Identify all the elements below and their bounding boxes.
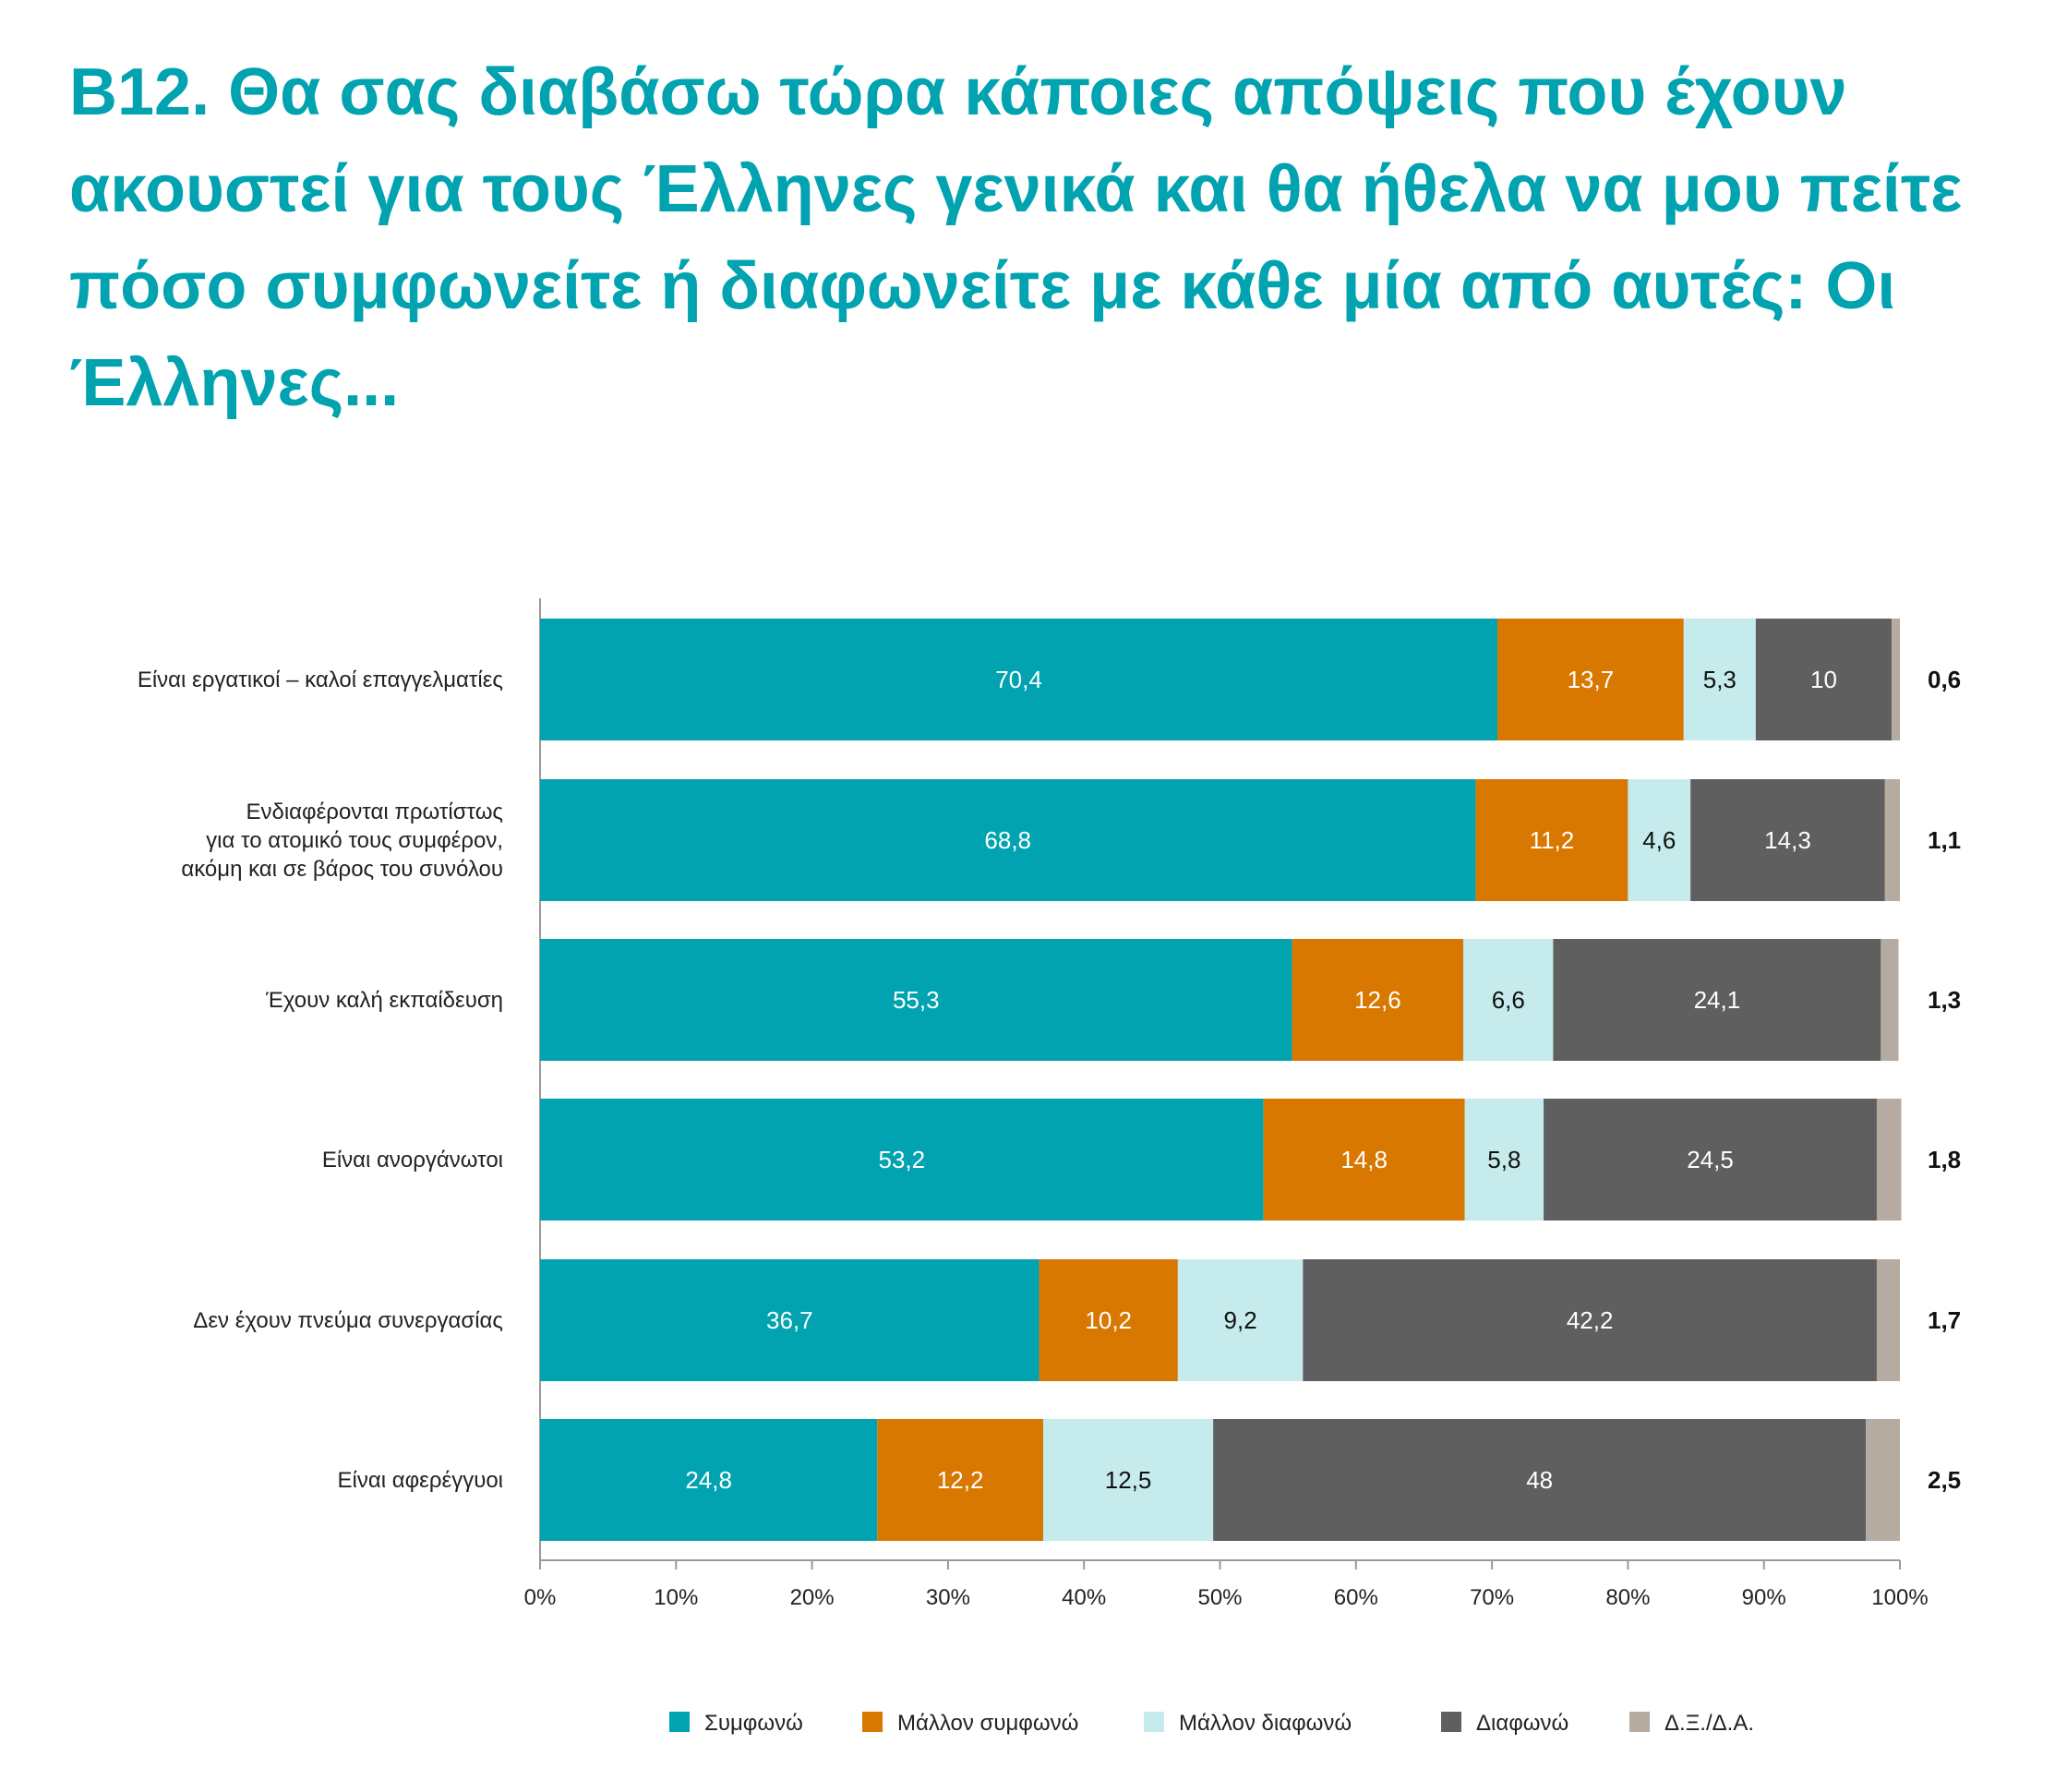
bar-segment (1892, 619, 1900, 740)
legend-swatch (669, 1712, 690, 1732)
bar-segment (1496, 619, 1684, 740)
data-label: 12,2 (937, 1466, 984, 1494)
x-tick-label: 10% (654, 1585, 698, 1610)
category-label: Είναι ανοργάνωτοι (322, 1148, 503, 1173)
category-label: ακόμη και σε βάρος του συνόλου (181, 857, 503, 882)
data-label: 24,5 (1687, 1146, 1734, 1173)
category-label: Δεν έχουν πνεύμα συνεργασίας (193, 1308, 503, 1333)
bar-segment (1884, 779, 1900, 901)
bar-segment (1690, 779, 1885, 901)
data-label: 24,8 (685, 1466, 732, 1494)
data-label: 2,5 (1928, 1466, 1961, 1494)
data-label: 12,6 (1354, 986, 1401, 1014)
category-label: Ενδιαφέρονται πρωτίστως (246, 800, 503, 824)
x-tick-label: 80% (1605, 1585, 1650, 1610)
axes: 0% 10% 20% 30% 40% 50% 60% 70% 80% 90% 100% (524, 598, 1929, 1610)
data-label: 14,8 (1340, 1146, 1388, 1173)
bar-segment (1553, 939, 1881, 1061)
legend-label: Διαφωνώ (1476, 1711, 1568, 1736)
data-label: 24,1 (1694, 986, 1741, 1014)
data-label: 68,8 (984, 826, 1031, 854)
bar-segment (1544, 1099, 1877, 1221)
bar-segment (1628, 779, 1691, 901)
data-label: 48 (1526, 1466, 1553, 1494)
data-label: 4,6 (1642, 826, 1676, 854)
bar-segment (540, 1419, 878, 1541)
data-label: 42,2 (1567, 1306, 1614, 1334)
data-label: 12,5 (1105, 1466, 1152, 1494)
legend-label: Συμφωνώ (704, 1711, 803, 1736)
bar-segment (1039, 1259, 1178, 1381)
bar-segment (1876, 1099, 1902, 1221)
bar-segment (540, 1099, 1264, 1221)
bar-segment (1303, 1259, 1877, 1381)
data-label: 70,4 (995, 666, 1042, 693)
data-label: 1,3 (1928, 986, 1961, 1014)
data-label: 6,6 (1492, 986, 1525, 1014)
data-label: 11,2 (1530, 826, 1575, 854)
x-tick-label: 30% (926, 1585, 970, 1610)
bar-segment (877, 1419, 1044, 1541)
page-title: B12. Θα σας διαβάσω τώρα κάποιες απόψεις… (69, 55, 1963, 420)
bar-segment (1755, 619, 1893, 740)
category-label: Είναι αφερέγγυοι (337, 1468, 503, 1493)
data-label: 14,3 (1764, 826, 1811, 854)
data-label: 55,3 (893, 986, 940, 1014)
category-label: Είναι εργατικοί – καλοί επαγγελματίες (138, 667, 503, 692)
bar-segment (1881, 939, 1899, 1061)
data-label: 1,1 (1928, 826, 1961, 854)
bar-segment (1177, 1259, 1304, 1381)
x-tick-label: 40% (1062, 1585, 1106, 1610)
bar-segment (1213, 1419, 1867, 1541)
x-tick-label: 70% (1470, 1585, 1514, 1610)
bar-segment (540, 939, 1292, 1061)
data-label: 0,6 (1928, 666, 1961, 693)
x-tick-label: 90% (1742, 1585, 1786, 1610)
bar-segment (1876, 1259, 1900, 1381)
bar-segment (1683, 619, 1756, 740)
legend-label: Μάλλον διαφωνώ (1179, 1711, 1352, 1736)
x-tick-label: 20% (790, 1585, 835, 1610)
bars: 70,4 13,7 5,3 10 0,6 68,8 11,2 4,6 14,3 1,1 55,3 12… (540, 619, 1961, 1541)
bar-segment (1464, 1099, 1544, 1221)
legend-swatch (862, 1712, 883, 1732)
legend-swatch (1144, 1712, 1164, 1732)
bar-segment (540, 779, 1476, 901)
legend: Συμφωνώ Μάλλον συμφωνώ Μάλλον διαφωνώ Διαφω… (669, 1711, 1754, 1736)
data-label: 10 (1810, 666, 1837, 693)
legend-swatch (1441, 1712, 1461, 1732)
data-label: 10,2 (1085, 1306, 1132, 1334)
bar-segment (1475, 779, 1628, 901)
data-label: 9,2 (1224, 1306, 1257, 1334)
bar-segment (1043, 1419, 1214, 1541)
data-label: 1,8 (1928, 1146, 1961, 1173)
data-label: 5,8 (1487, 1146, 1520, 1173)
bar-segment (540, 1259, 1040, 1381)
bar-segment (1463, 939, 1554, 1061)
x-tick-label: 0% (524, 1585, 557, 1610)
bar-segment (1292, 939, 1464, 1061)
data-label: 13,7 (1568, 666, 1615, 693)
data-label: 36,7 (766, 1306, 813, 1334)
category-label: για το ατομικό τους συμφέρον, (206, 828, 503, 853)
legend-label: Δ.Ξ./Δ.Α. (1664, 1711, 1754, 1736)
category-labels: Είναι εργατικοί – καλοί επαγγελματίες Ενδ… (138, 667, 503, 1493)
x-tick-label: 60% (1334, 1585, 1378, 1610)
bar-segment (1866, 1419, 1900, 1541)
data-label: 1,7 (1928, 1306, 1961, 1334)
data-label: 53,2 (879, 1146, 926, 1173)
category-label: Έχουν καλή εκπαίδευση (265, 988, 503, 1013)
x-tick-label: 50% (1197, 1585, 1242, 1610)
x-tick-label: 100% (1871, 1585, 1928, 1610)
legend-label: Μάλλον συμφωνώ (897, 1711, 1078, 1736)
bar-segment (1263, 1099, 1465, 1221)
data-label: 5,3 (1703, 666, 1737, 693)
bar-segment (540, 619, 1497, 740)
legend-swatch (1629, 1712, 1650, 1732)
